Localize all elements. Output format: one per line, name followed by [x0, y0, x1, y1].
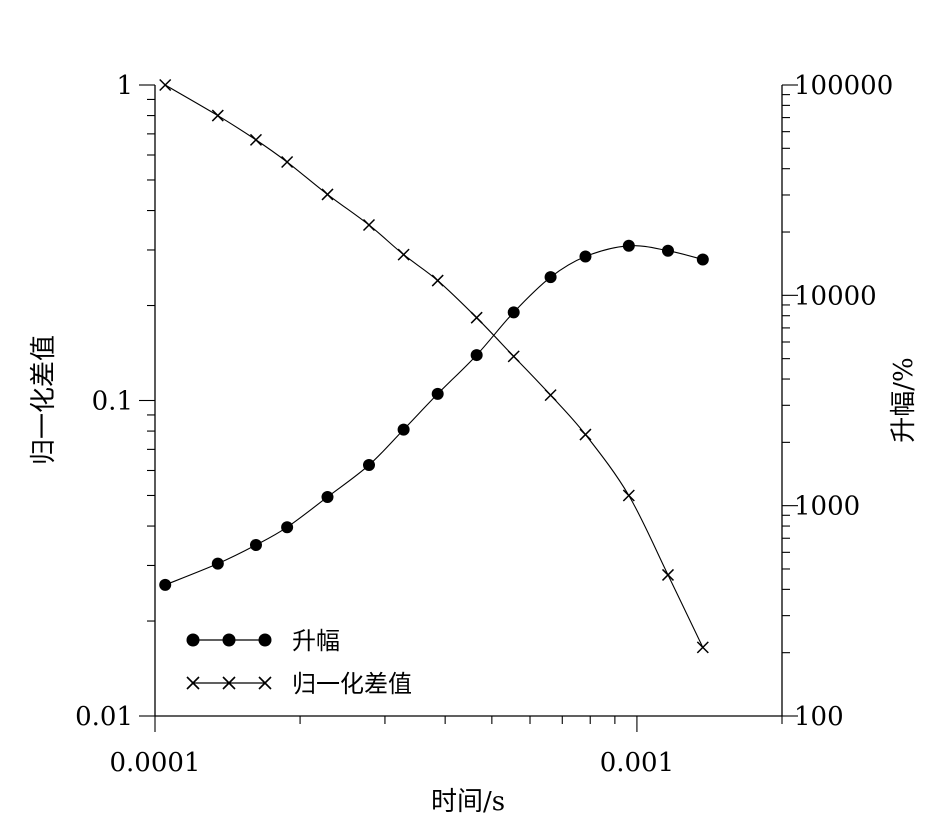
series-rise	[159, 239, 709, 591]
data-point-rise	[211, 557, 224, 570]
data-point-rise	[397, 423, 410, 436]
legend-marker-rise	[222, 633, 236, 647]
y-left-axis-label: 归一化差值	[29, 335, 59, 465]
legend-label-rise: 升幅	[292, 627, 340, 655]
data-point-diff	[544, 389, 557, 402]
data-point-diff	[470, 311, 483, 324]
legend-marker-rise	[186, 633, 200, 647]
series-line	[164, 84, 704, 648]
x-tick-label: 0.0001	[110, 748, 201, 778]
data-point-diff	[159, 78, 172, 92]
y-left-tick-label: 0.1	[92, 387, 133, 417]
data-point-rise	[470, 349, 483, 362]
data-point-rise	[579, 250, 592, 263]
data-point-diff	[431, 274, 444, 287]
x-tick-label: 0.001	[600, 748, 674, 778]
axes: 0.01 0.1 1 100 1000 10000 100000 0.0001 0.001	[75, 71, 893, 778]
series-layer	[159, 78, 709, 654]
data-point-rise	[321, 490, 334, 503]
y-right-tick-label: 100000	[794, 71, 893, 101]
data-point-diff	[281, 155, 294, 169]
y-right-tick-label: 100	[794, 702, 844, 732]
legend-marker-diff	[186, 676, 200, 690]
legend-marker-diff	[222, 676, 236, 690]
y-left-tick-label: 0.01	[75, 702, 133, 732]
series-line	[165, 245, 703, 586]
data-point-rise	[362, 459, 375, 472]
data-point-rise	[431, 387, 444, 400]
y-left-tick-label: 1	[116, 71, 133, 101]
legend: 升幅 归一化差值	[186, 627, 412, 698]
data-point-rise	[696, 253, 709, 266]
data-point-rise	[281, 521, 294, 534]
x-axis-label: 时间/s	[431, 787, 505, 817]
data-point-diff	[249, 133, 263, 146]
data-point-diff	[579, 428, 592, 441]
series-normalized-difference	[159, 78, 709, 654]
data-point-diff	[362, 218, 376, 232]
data-point-diff	[211, 109, 224, 122]
data-point-rise	[661, 244, 674, 257]
data-point-rise	[507, 306, 520, 319]
legend-label-diff: 归一化差值	[292, 670, 412, 698]
data-point-diff	[321, 188, 334, 201]
y-right-axis-label: 升幅/%	[889, 357, 919, 442]
legend-marker-rise	[258, 633, 272, 647]
data-point-diff	[696, 641, 709, 654]
y-right-tick-label: 10000	[794, 281, 877, 311]
data-point-diff	[622, 489, 635, 502]
data-point-diff	[507, 350, 520, 363]
data-point-rise	[544, 271, 557, 284]
data-point-rise	[622, 239, 635, 252]
y-right-tick-label: 1000	[794, 492, 860, 522]
data-point-diff	[397, 248, 410, 261]
data-point-rise	[249, 539, 262, 552]
data-point-diff	[661, 568, 675, 581]
data-point-rise	[159, 578, 172, 591]
legend-marker-diff	[258, 676, 272, 690]
